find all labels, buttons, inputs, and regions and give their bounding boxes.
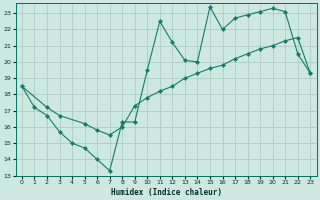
X-axis label: Humidex (Indice chaleur): Humidex (Indice chaleur)	[111, 188, 221, 197]
